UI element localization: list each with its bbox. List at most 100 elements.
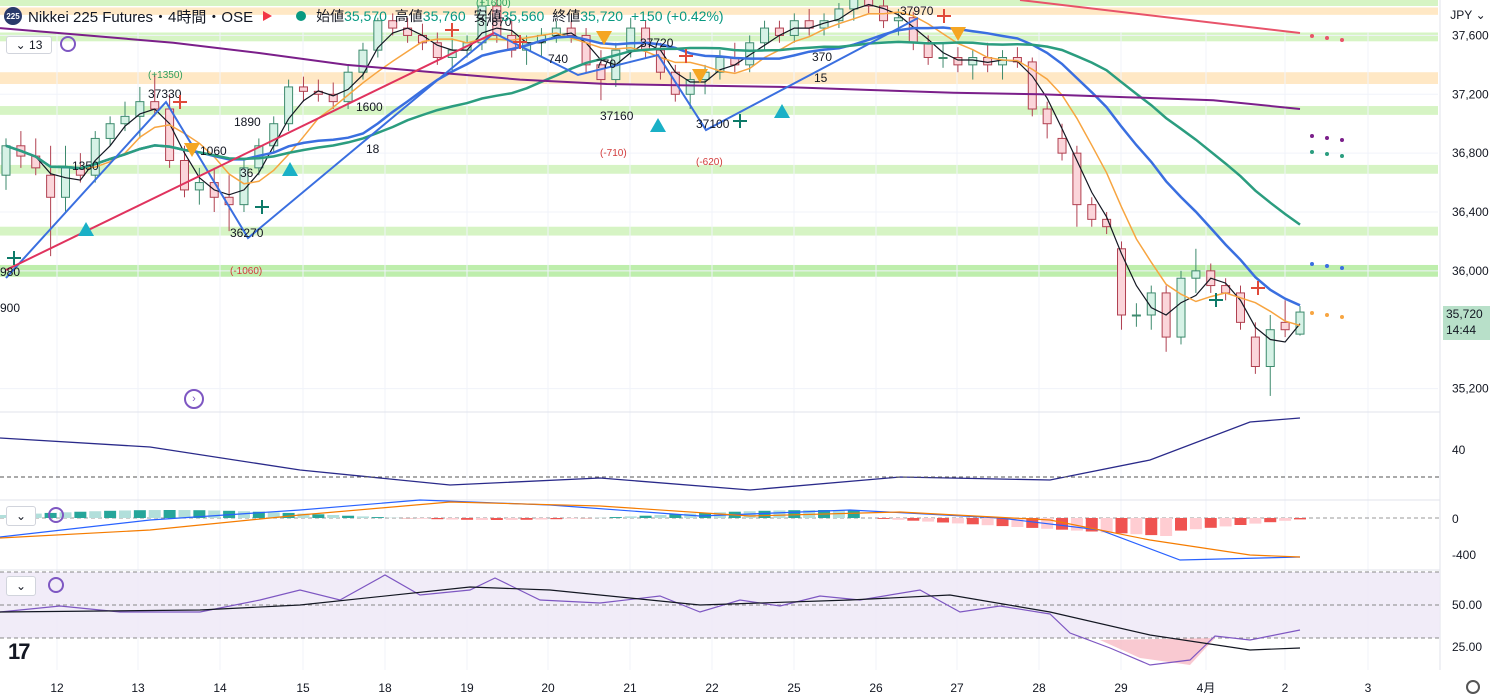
macd-histogram-bar: [1204, 518, 1217, 528]
candle-body: [923, 42, 933, 58]
buy-triangle-icon: [282, 162, 298, 176]
rsi-collapse-button[interactable]: ⌄: [6, 576, 36, 596]
cross-marker-icon: [7, 251, 21, 265]
projection-dot: [1310, 134, 1314, 138]
go-to-realtime-icon[interactable]: ›: [184, 389, 204, 409]
symbol-title[interactable]: Nikkei 225 Futures・4時間・OSE: [28, 8, 254, 26]
x-tick-label: 4月: [1197, 681, 1216, 695]
macd-collapse-button[interactable]: ⌄: [6, 506, 36, 526]
macd-line: [0, 499, 1301, 561]
macd-histogram-bar: [193, 510, 206, 518]
flag-icon[interactable]: [263, 11, 273, 21]
rsi-axis-label: 25.00: [1452, 640, 1482, 654]
macd-histogram-bar: [609, 517, 622, 518]
macd-histogram-bar: [252, 511, 265, 518]
macd-histogram-bar: [505, 518, 518, 520]
gear-icon[interactable]: [1466, 680, 1480, 694]
candle-body: [1295, 311, 1305, 335]
candle-body: [373, 20, 383, 51]
macd-histogram-bar: [416, 518, 429, 519]
projection-dot: [1340, 266, 1344, 270]
x-tick-label: 25: [787, 681, 801, 695]
candle-body: [1087, 204, 1097, 220]
close-label: 終値: [552, 8, 581, 24]
x-tick-label: 26: [869, 681, 883, 695]
macd-histogram-bar: [1011, 518, 1024, 527]
x-tick-label: 13: [131, 681, 145, 695]
adx-line: [0, 417, 1301, 491]
cross-marker-icon: [1209, 293, 1223, 307]
macd-histogram-bar: [431, 518, 444, 520]
rsi-refresh-icon[interactable]: [48, 577, 64, 593]
oversold-fill: [1100, 638, 1215, 665]
y-tick-label: 35,200: [1452, 382, 1489, 396]
macd-histogram-bar: [907, 518, 920, 521]
macd-histogram-bar: [758, 510, 771, 518]
macd-refresh-icon[interactable]: [48, 507, 64, 523]
macd-histogram-bar: [327, 515, 340, 518]
cross-marker-icon: [513, 35, 527, 49]
candle-body: [1027, 61, 1037, 110]
candle-body: [105, 123, 115, 139]
projection-dot: [1325, 136, 1329, 140]
candle-body: [1072, 152, 1082, 206]
pivot-label: (+1350): [148, 70, 183, 81]
y-tick-label: 36,000: [1452, 264, 1489, 278]
x-tick-label: 15: [296, 681, 310, 695]
refresh-icon[interactable]: [60, 36, 76, 52]
cross-marker-icon: [679, 49, 693, 63]
macd-histogram-bar: [937, 518, 950, 523]
macd-histogram-bar: [1234, 518, 1247, 525]
macd-histogram-bar: [550, 518, 563, 520]
pivot-label: 37100: [696, 117, 730, 131]
macd-histogram-bar: [163, 510, 176, 518]
macd-histogram-bar: [565, 518, 578, 519]
sma-short-line: [5, 3, 1301, 343]
candle-body: [1250, 336, 1260, 368]
zone-band: [0, 226, 1438, 236]
macd-histogram-bar: [461, 518, 474, 520]
macd-histogram-bar: [356, 516, 369, 518]
macd-histogram-bar: [624, 516, 637, 518]
pivot-label: 37330: [148, 87, 182, 101]
currency-selector[interactable]: JPY ⌄: [1446, 5, 1490, 25]
chevron-down-icon: ⌄: [15, 38, 30, 52]
candle-body: [1, 145, 11, 176]
zone-band: [0, 164, 1438, 174]
candle-body: [1117, 248, 1127, 316]
low-label: 安値: [473, 8, 502, 24]
tradingview-logo-icon: 17: [8, 639, 31, 664]
macd-axis-label: -400: [1452, 548, 1476, 562]
chevron-down-icon: ⌄: [15, 579, 27, 593]
sma-green-line: [5, 40, 1301, 226]
zone-band: [0, 72, 1438, 84]
sma-red-line: [1019, 0, 1301, 34]
projection-dot: [1340, 154, 1344, 158]
candle-body: [388, 20, 398, 29]
cross-marker-icon: [445, 23, 459, 37]
projection-dot: [1340, 138, 1344, 142]
macd-histogram-bar: [1056, 518, 1069, 530]
macd-histogram-bar: [237, 511, 250, 518]
nikkei-logo-icon: 225: [4, 7, 22, 25]
pivot-label: 18: [366, 142, 380, 156]
candle-body: [849, 0, 859, 10]
rsi-ma-line: [0, 586, 1301, 651]
x-tick-label: 12: [50, 681, 64, 695]
macd-histogram-bar: [1175, 518, 1188, 531]
chart-header: 225 Nikkei 225 Futures・4時間・OSE 始値35,570 …: [0, 0, 724, 32]
chevron-down-icon: ⌄: [1472, 8, 1486, 22]
candle-body: [120, 115, 130, 125]
buy-triangle-icon: [650, 118, 666, 132]
pivot-label: 37870: [478, 15, 512, 29]
candle-body: [953, 57, 963, 66]
cross-marker-icon: [173, 95, 187, 109]
sell-triangle-icon: [596, 31, 612, 45]
candle-body: [150, 101, 160, 110]
pivot-label: (+1600): [476, 0, 511, 9]
candle-body: [135, 101, 145, 117]
macd-histogram-bar: [847, 510, 860, 518]
indicator-toggle-button[interactable]: ⌄ 13: [6, 36, 52, 54]
last-price-value: 35,720: [1446, 307, 1483, 321]
